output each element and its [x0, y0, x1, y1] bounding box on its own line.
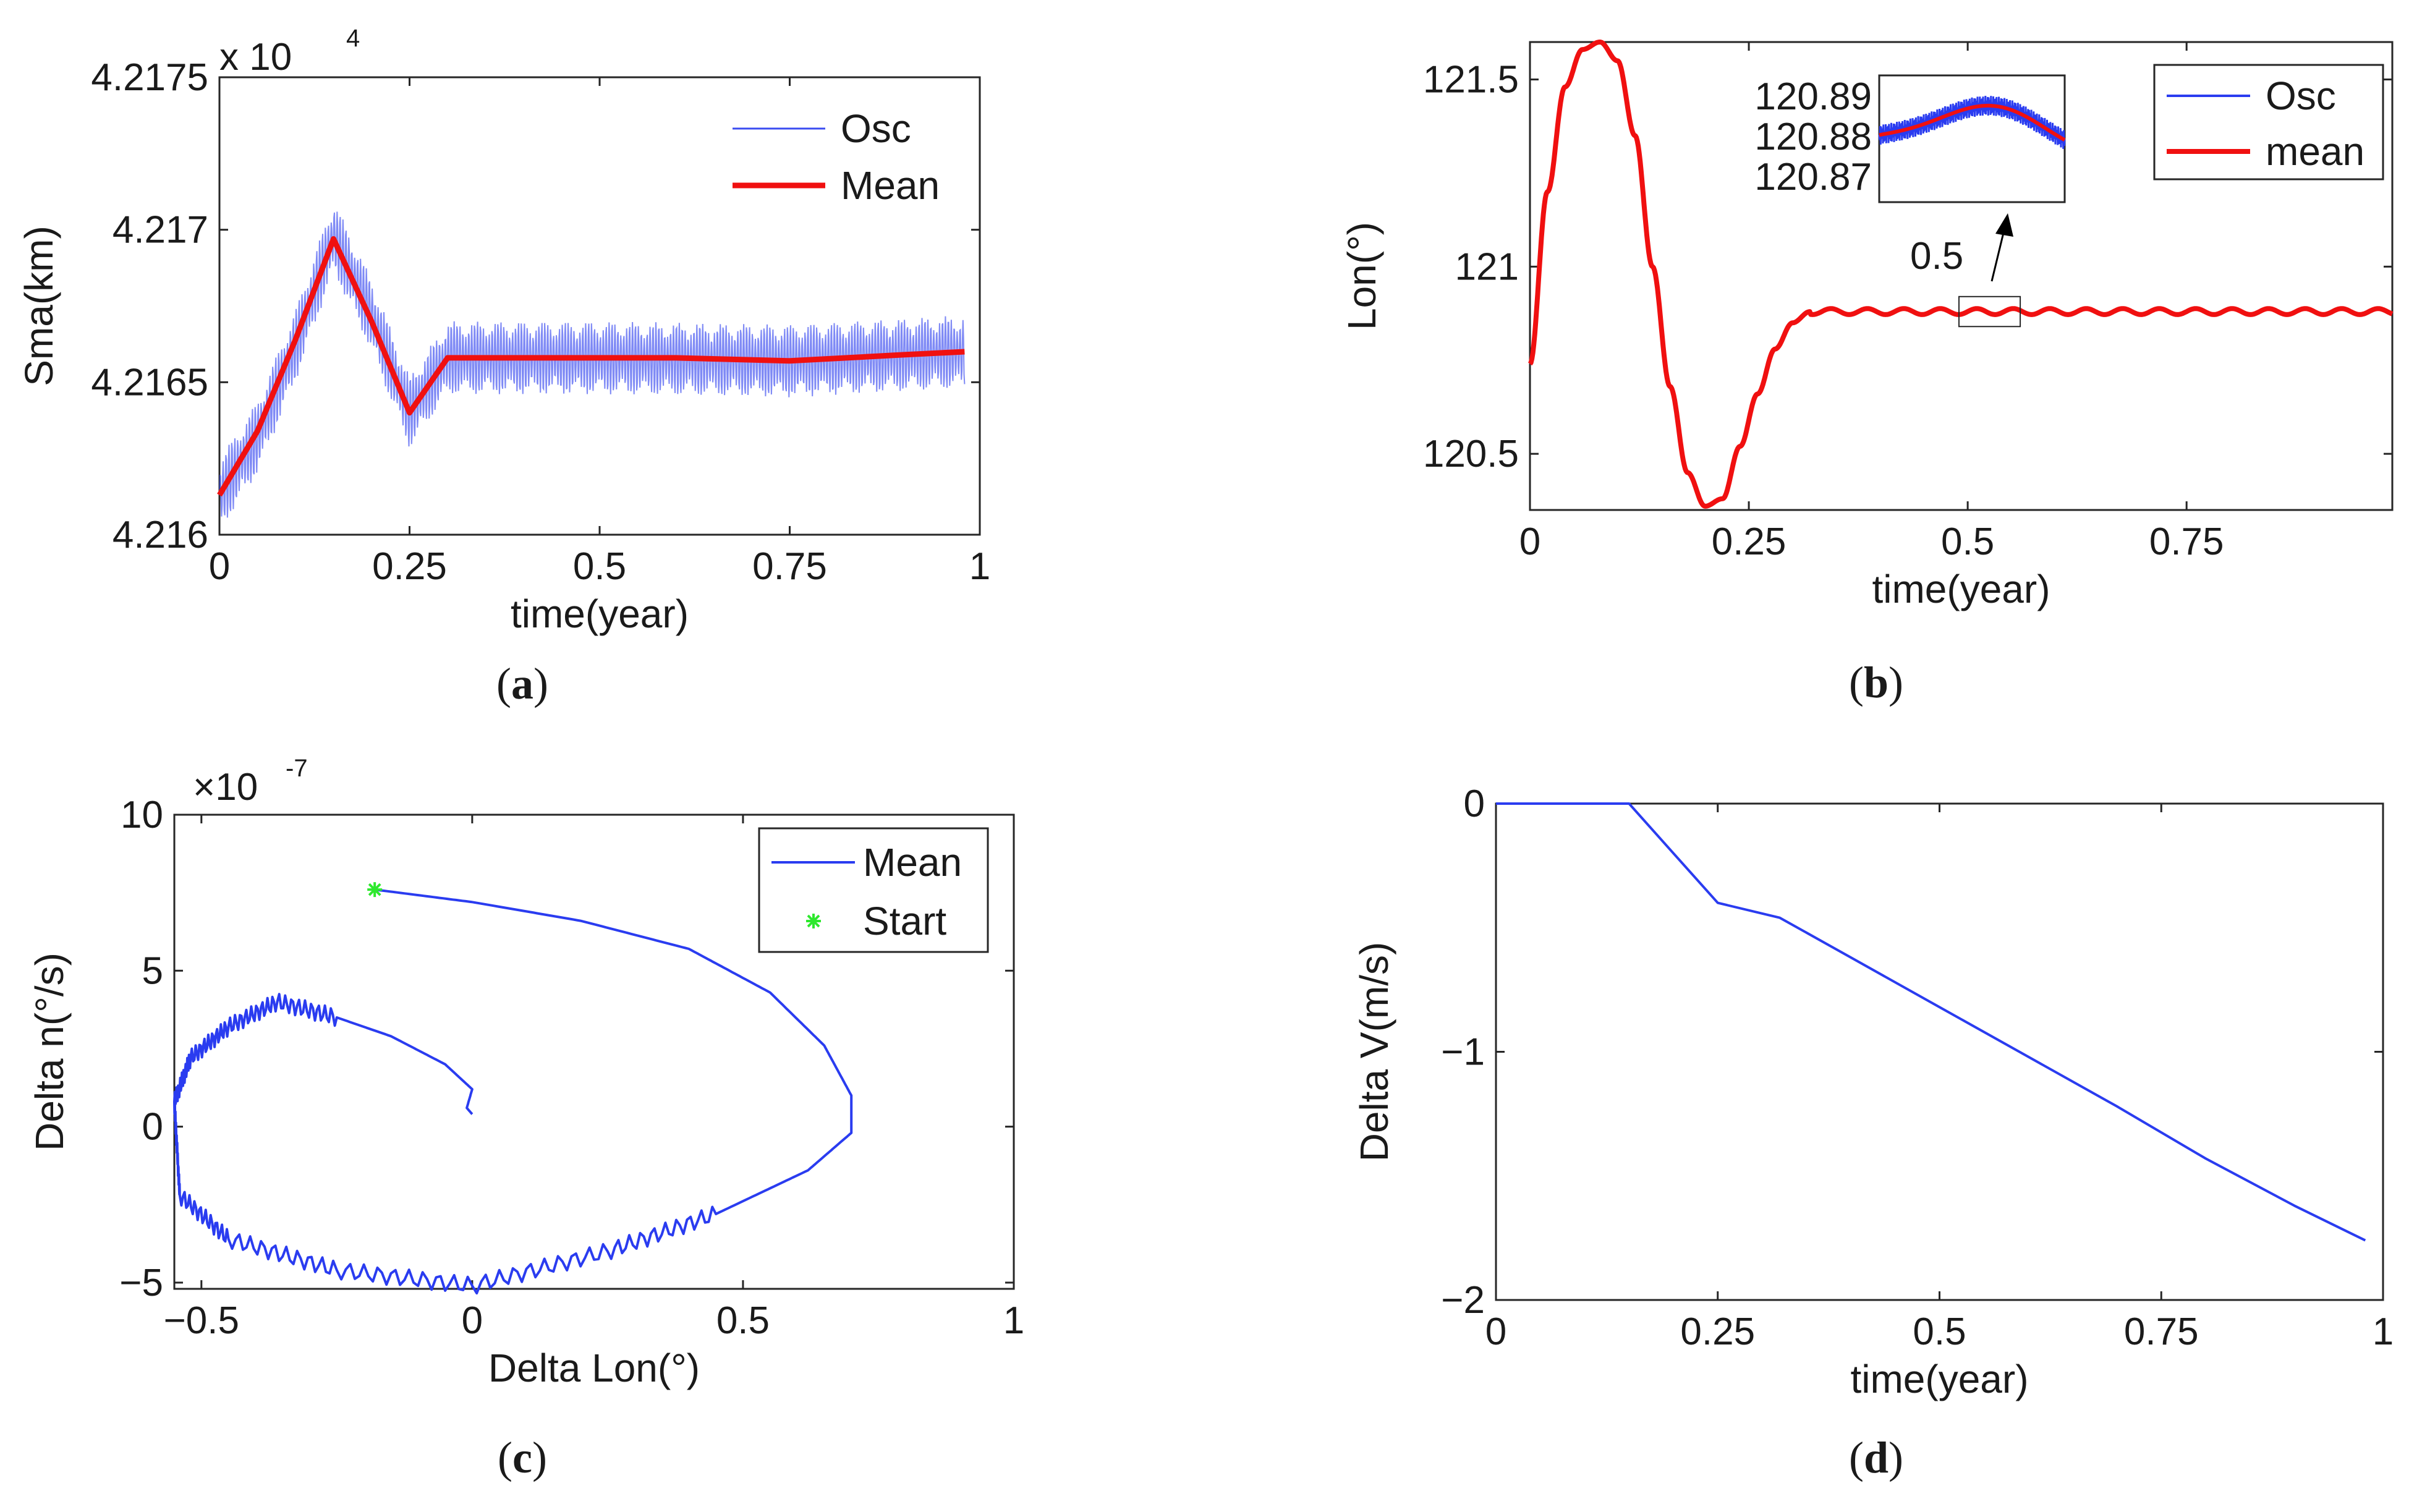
- x-axis-label: time(year): [511, 592, 689, 636]
- chart-b: 0 0.25 0.5 0.75 120.5 121 121.5 time(year) Lon(°…: [1340, 40, 2394, 707]
- mean-series-line: [217, 236, 965, 497]
- x-tick-label: 0.75: [2124, 1310, 2199, 1353]
- legend-start-label: Start: [863, 899, 946, 943]
- caption-paren-open: (: [496, 659, 511, 708]
- y-tick-label: 121: [1455, 245, 1519, 288]
- y-tick-label: 4.216: [113, 514, 208, 556]
- plot-frame-d: [1495, 802, 2384, 1301]
- y-axis-label: Sma(km): [17, 226, 61, 386]
- legend-mean-label: mean: [2266, 129, 2364, 174]
- chart-c: −0.5 0 0.5 1 −5 0 5 10 Delta Lon(°) Delta n(°/s) (…: [27, 755, 1024, 1482]
- y-tick-label: 4.2165: [91, 361, 208, 404]
- x-tick-label: 0.75: [2149, 520, 2224, 563]
- x-tick-label: 0.5: [1941, 520, 1994, 563]
- inset-y-tick-label: 120.87: [1754, 156, 1872, 198]
- x-tick-label: 0.25: [1680, 1310, 1755, 1353]
- zoom-pointer-arrowhead: [1995, 213, 2013, 237]
- zoom-region-box: [1958, 295, 2021, 328]
- caption-paren-close: ): [533, 659, 548, 708]
- caption-paren-open: (: [1849, 1433, 1864, 1482]
- x-axis-label: time(year): [1850, 1357, 2028, 1401]
- x-tick-label: 1: [2373, 1310, 2394, 1353]
- x-tick-label: 0.5: [1913, 1310, 1966, 1353]
- legend-mean-label: Mean: [841, 163, 940, 208]
- caption-paren-close: ): [1889, 658, 1903, 707]
- panel-caption: (a): [496, 659, 548, 708]
- x-tick-label: 0: [462, 1299, 483, 1342]
- y-tick-label: −1: [1441, 1031, 1485, 1074]
- zoom-pointer-label: 0.5: [1910, 235, 1963, 278]
- panel-caption: (b): [1849, 658, 1903, 707]
- inset-osc-line: [1878, 95, 2066, 149]
- plot-frame-c: [173, 813, 1015, 1290]
- legend-osc-label: Osc: [841, 106, 911, 151]
- x-tick-label: 0.25: [372, 545, 447, 588]
- x-tick-label: 1: [969, 545, 990, 588]
- chart-a: 0 0.25 0.5 0.75 1 4.216 4.2165 4.217 4.2175 time(…: [17, 25, 990, 708]
- x-tick-label: 0: [1485, 1310, 1506, 1353]
- caption-letter: b: [1864, 658, 1889, 707]
- legend-box: [2153, 64, 2384, 181]
- legend-start-swatch: [806, 914, 821, 928]
- x-tick-label: 0.5: [716, 1299, 770, 1342]
- x-tick-label: 0.25: [1712, 520, 1787, 563]
- y-tick-label: 120.5: [1423, 433, 1519, 475]
- caption-letter: a: [511, 659, 533, 708]
- y-axis-label: Delta V(m/s): [1352, 942, 1396, 1162]
- caption-paren-open: (: [498, 1433, 512, 1482]
- x-tick-label: 1: [1003, 1299, 1024, 1342]
- x-axis-label: Delta Lon(°): [488, 1346, 700, 1390]
- chart-d: 0 0.25 0.5 0.75 1 0 −1 −2 time(year) Delta V(m/s)…: [1352, 783, 2394, 1482]
- plot-frame-b: [1529, 41, 2394, 511]
- start-point-marker: [367, 882, 383, 898]
- y-tick-label: 0: [142, 1106, 163, 1149]
- y-tick-label: −5: [119, 1262, 163, 1304]
- exponent-label: x 10: [219, 36, 292, 79]
- y-tick-label: 4.217: [113, 209, 208, 252]
- x-tick-label: 0: [209, 545, 230, 588]
- x-tick-label: 0.5: [573, 545, 626, 588]
- legend-box: [758, 827, 989, 953]
- exponent-label: ×10: [193, 766, 258, 809]
- x-tick-label: 0: [1519, 520, 1540, 563]
- caption-letter: c: [512, 1433, 532, 1482]
- caption-paren-close: ): [532, 1433, 547, 1482]
- mean-series-line: [173, 888, 853, 1295]
- inset-mean-line: [1879, 103, 2066, 142]
- caption-paren-close: ): [1889, 1433, 1903, 1482]
- x-tick-label: −0.5: [164, 1299, 239, 1342]
- osc-series-line: [219, 211, 966, 518]
- y-tick-label: −2: [1441, 1279, 1485, 1322]
- legend-osc-label: Osc: [2266, 74, 2336, 118]
- caption-letter: d: [1864, 1433, 1889, 1482]
- panel-caption: (d): [1849, 1433, 1903, 1482]
- inset-y-tick-label: 120.88: [1754, 116, 1872, 158]
- mean-series-line: [1527, 40, 2394, 509]
- inset-frame: [1878, 74, 2066, 203]
- legend-mean-label: Mean: [863, 840, 962, 885]
- delta-v-series-line: [1496, 802, 2366, 1242]
- caption-paren-open: (: [1849, 658, 1864, 707]
- inset-y-tick-label: 120.89: [1754, 75, 1872, 118]
- exponent-power: -7: [286, 755, 308, 782]
- y-axis-label: Delta n(°/s): [27, 953, 72, 1151]
- y-tick-label: 0: [1464, 783, 1485, 825]
- x-axis-label: time(year): [1872, 567, 2050, 611]
- y-axis-label: Lon(°): [1340, 222, 1384, 330]
- panel-caption: (c): [498, 1433, 547, 1482]
- y-tick-label: 121.5: [1423, 59, 1519, 101]
- y-tick-label: 4.2175: [91, 56, 208, 99]
- y-tick-label: 5: [142, 949, 163, 992]
- x-tick-label: 0.75: [752, 545, 827, 588]
- exponent-power: 4: [346, 25, 360, 52]
- y-tick-label: 10: [121, 794, 163, 836]
